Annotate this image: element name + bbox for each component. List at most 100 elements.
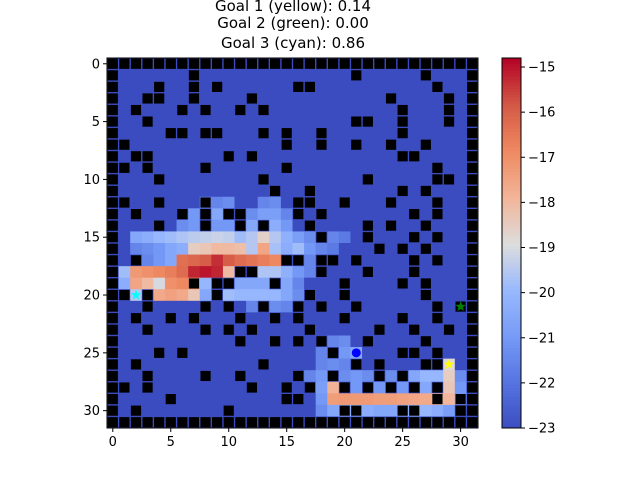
- heat-cell: [385, 404, 398, 417]
- heat-cell: [153, 335, 166, 348]
- colorbar-tick-label: −17: [528, 151, 555, 166]
- wall-cell: [130, 359, 142, 370]
- colorbar-segment: [502, 82, 521, 87]
- heat-cell: [130, 266, 143, 279]
- heat-cell: [246, 81, 259, 94]
- heat-cell: [141, 312, 154, 325]
- heat-cell: [164, 266, 177, 279]
- x-tick-label: 25: [394, 435, 411, 450]
- wall-cell: [467, 232, 478, 243]
- colorbar-segment: [502, 326, 521, 330]
- colorbar-segment: [502, 110, 521, 114]
- colorbar-segment: [502, 372, 521, 377]
- heat-cell: [327, 393, 340, 406]
- heat-cell: [327, 69, 340, 82]
- wall-cell: [432, 301, 443, 312]
- heat-cell: [234, 92, 247, 105]
- heat-cell: [141, 277, 154, 290]
- heat-cell: [234, 404, 247, 417]
- heat-cell: [420, 196, 433, 209]
- colorbar-segment: [502, 283, 521, 287]
- heat-cell: [362, 92, 375, 105]
- colorbar-segment: [502, 421, 521, 426]
- wall-cell: [467, 151, 478, 162]
- heat-cell: [292, 289, 305, 302]
- heat-cell: [211, 404, 224, 417]
- heat-cell: [118, 173, 131, 186]
- heat-cell: [176, 404, 189, 417]
- heat-cell: [350, 335, 363, 348]
- heat-cell: [269, 208, 282, 221]
- colorbar-segment: [502, 138, 521, 142]
- heat-cell: [176, 393, 189, 406]
- heat-cell: [362, 254, 375, 267]
- wall-cell: [119, 197, 130, 208]
- heat-cell: [443, 381, 456, 394]
- heat-cell: [222, 243, 235, 255]
- heat-cell: [164, 173, 177, 186]
- heat-cell: [222, 185, 235, 198]
- colorbar-segment: [502, 381, 521, 386]
- wall-cell: [235, 313, 246, 324]
- wall-cell: [223, 151, 234, 162]
- heat-cell: [153, 404, 166, 417]
- colorbar-segment: [502, 298, 521, 303]
- colorbar-segment: [502, 224, 521, 229]
- wall-cell: [258, 417, 269, 428]
- heat-cell: [385, 266, 398, 279]
- colorbar-segment: [502, 335, 521, 340]
- heat-cell: [408, 393, 421, 406]
- wall-cell: [258, 58, 269, 69]
- wall-cell: [443, 116, 455, 127]
- heat-cell: [373, 231, 386, 244]
- heat-cell: [234, 150, 247, 163]
- heat-cell: [176, 381, 189, 394]
- heat-cell: [327, 323, 340, 336]
- wall-cell: [119, 139, 130, 150]
- heat-cell: [350, 162, 363, 175]
- heat-cell: [141, 138, 154, 151]
- wall-cell: [467, 324, 478, 335]
- colorbar-segment: [502, 350, 521, 355]
- title-line-3: Goal 3 (cyan): 0.86: [221, 34, 365, 52]
- heat-cell: [350, 289, 363, 302]
- heat-cell: [130, 127, 143, 140]
- heat-cell: [373, 254, 386, 267]
- heat-cell: [130, 115, 143, 128]
- heat-cell: [327, 404, 340, 417]
- heat-cell: [269, 162, 282, 175]
- wall-cell: [443, 174, 455, 185]
- colorbar-segment: [502, 209, 521, 213]
- heat-cell: [176, 277, 189, 290]
- colorbar-segment: [502, 264, 521, 269]
- heat-cell: [246, 289, 259, 302]
- colorbar-segment: [502, 409, 521, 414]
- wall-cell: [107, 232, 118, 243]
- heat-cell: [420, 92, 433, 105]
- heat-cell: [327, 150, 340, 163]
- colorbar-segment: [502, 347, 521, 352]
- heat-cell: [176, 196, 189, 209]
- colorbar-segment: [502, 261, 521, 266]
- colorbar-segment: [502, 378, 521, 383]
- heat-cell: [373, 69, 386, 82]
- heat-cell: [188, 323, 201, 336]
- heat-cell: [280, 312, 293, 325]
- heat-cell: [153, 231, 166, 244]
- heat-cell: [443, 196, 456, 209]
- x-tick-label: 5: [167, 435, 175, 450]
- wall-cell: [362, 232, 373, 243]
- heat-cell: [338, 231, 351, 244]
- heat-cell: [222, 312, 235, 325]
- heat-cell: [176, 150, 189, 163]
- colorbar-segment: [502, 113, 521, 118]
- heat-cell: [269, 127, 282, 140]
- wall-cell: [188, 417, 200, 428]
- heat-cell: [257, 115, 270, 128]
- heat-cell: [199, 404, 212, 417]
- heat-cell: [431, 92, 444, 105]
- wall-cell: [107, 185, 118, 197]
- heat-cell: [280, 243, 293, 255]
- heat-cell: [408, 358, 421, 371]
- wall-cell: [339, 278, 350, 289]
